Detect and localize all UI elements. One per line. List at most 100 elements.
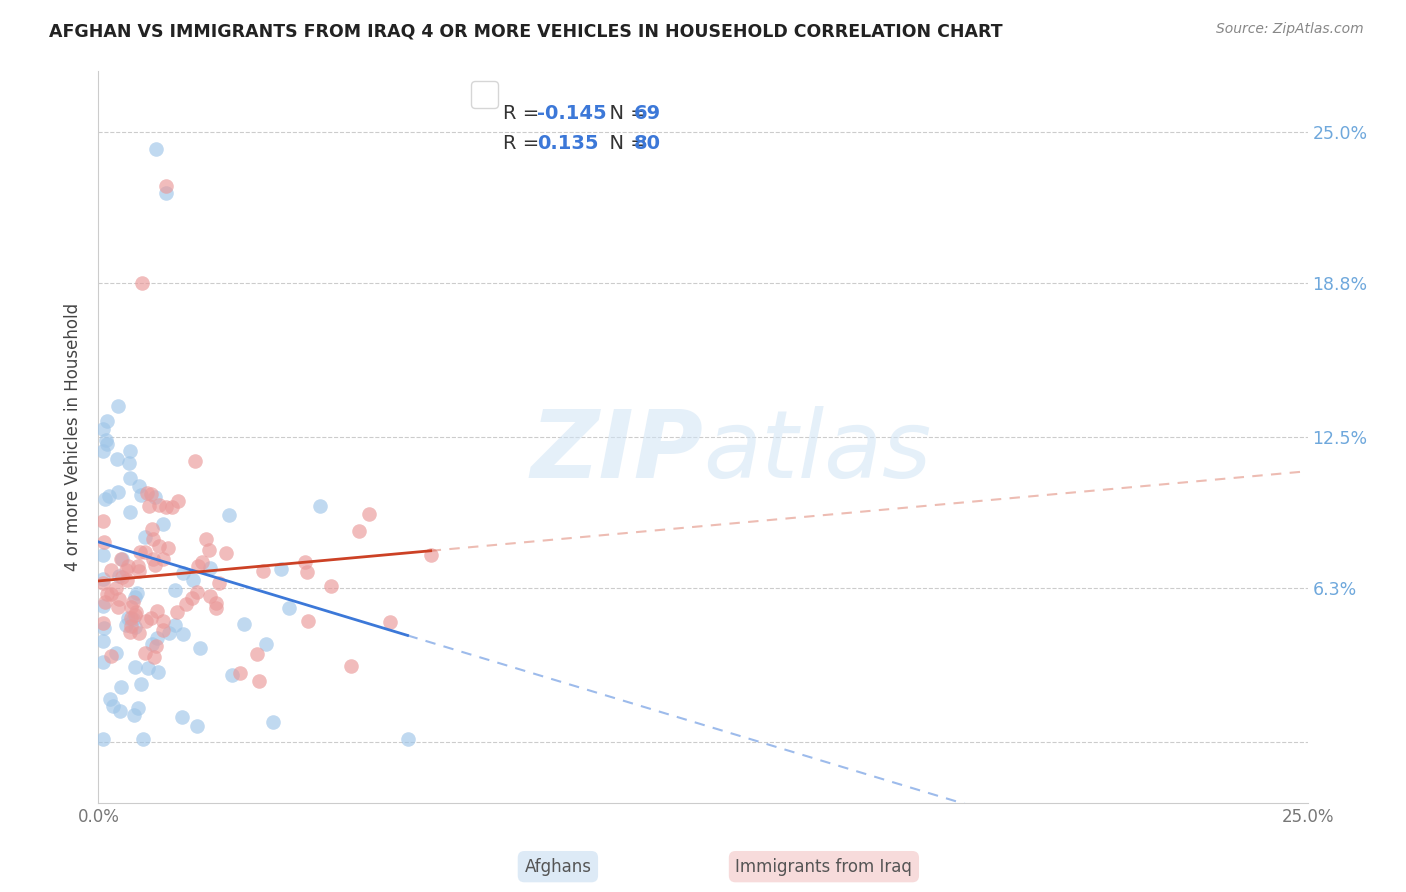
Point (186, 718, 208, 732)
Point (340, 659, 363, 673)
Point (359, 508, 381, 522)
Point (110, 681, 132, 695)
Point (146, 604, 169, 618)
Point (205, 601, 228, 615)
Text: 69: 69 (634, 104, 661, 123)
Point (254, 637, 277, 651)
Point (167, 494, 190, 508)
Point (143, 650, 166, 665)
Point (270, 562, 292, 576)
Point (187, 559, 209, 574)
Point (188, 641, 211, 656)
Point (134, 545, 156, 559)
Point (101, 699, 124, 714)
Point (205, 596, 228, 610)
Point (138, 499, 160, 513)
Point (139, 487, 162, 501)
Text: Source: ZipAtlas.com: Source: ZipAtlas.com (1216, 22, 1364, 37)
Point (157, 625, 180, 640)
Point (155, 178, 177, 193)
Point (152, 517, 174, 532)
Point (172, 627, 194, 641)
Point (183, 454, 205, 468)
Point (93, 621, 115, 635)
Point (120, 619, 142, 633)
Text: AFGHAN VS IMMIGRANTS FROM IRAQ 4 OR MORE VEHICLES IN HOUSEHOLD CORRELATION CHART: AFGHAN VS IMMIGRANTS FROM IRAQ 4 OR MORE… (49, 22, 1002, 40)
Point (91, 616, 114, 631)
Point (139, 610, 162, 624)
Point (129, 545, 152, 559)
Point (146, 665, 169, 680)
Text: Afghans: Afghans (524, 858, 592, 876)
Point (94, 433, 117, 447)
Point (94, 594, 117, 608)
Point (107, 484, 129, 499)
Point (297, 614, 319, 628)
Point (129, 676, 152, 690)
Point (94, 492, 117, 507)
Point (181, 573, 204, 587)
Point (180, 591, 202, 605)
Point (124, 708, 146, 723)
Point (191, 555, 214, 569)
Legend:  (471, 81, 498, 108)
Point (278, 601, 301, 615)
Point (117, 611, 139, 625)
Point (128, 626, 150, 640)
Point (141, 552, 163, 566)
Point (127, 701, 149, 715)
Point (98, 691, 121, 706)
Point (124, 591, 146, 605)
Point (91, 656, 114, 670)
Point (118, 444, 141, 458)
Point (247, 673, 270, 688)
Point (349, 524, 371, 538)
Point (262, 714, 284, 729)
Point (186, 585, 208, 599)
Point (229, 666, 252, 681)
Point (91, 732, 114, 747)
Point (121, 595, 143, 609)
Point (118, 625, 141, 640)
Point (221, 668, 243, 682)
Point (294, 555, 316, 569)
Point (143, 558, 166, 573)
Point (172, 710, 194, 724)
Point (162, 500, 184, 515)
Point (396, 732, 419, 747)
Point (309, 499, 332, 513)
Point (198, 561, 221, 575)
Point (125, 605, 148, 619)
Text: N =: N = (596, 104, 652, 123)
Point (218, 508, 240, 523)
Point (110, 552, 132, 566)
Point (135, 485, 157, 500)
Point (163, 582, 186, 597)
Point (233, 616, 256, 631)
Point (152, 551, 174, 566)
Point (100, 586, 122, 600)
Point (165, 618, 187, 632)
Point (91, 443, 114, 458)
Point (380, 615, 402, 629)
Point (115, 573, 138, 587)
Point (91, 599, 114, 613)
Point (124, 620, 146, 634)
Point (131, 488, 153, 502)
Point (118, 456, 141, 470)
Point (114, 563, 136, 577)
Point (105, 452, 128, 467)
Point (97, 489, 120, 503)
Text: 80: 80 (634, 134, 661, 153)
Point (131, 732, 153, 747)
Point (107, 399, 129, 413)
Text: R =: R = (503, 104, 546, 123)
Point (208, 575, 231, 590)
Point (120, 600, 142, 615)
Point (200, 589, 222, 603)
Point (96, 436, 118, 450)
Text: -0.145: -0.145 (537, 104, 607, 123)
Text: 0.135: 0.135 (537, 134, 599, 153)
Point (172, 566, 194, 581)
Point (105, 646, 128, 660)
